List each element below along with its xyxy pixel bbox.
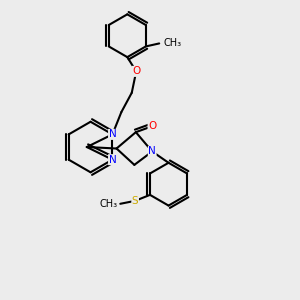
Text: N: N (109, 129, 116, 140)
Text: S: S (132, 196, 139, 206)
Text: O: O (132, 66, 140, 76)
Text: N: N (148, 146, 156, 157)
Text: CH₃: CH₃ (164, 38, 182, 48)
Text: N: N (109, 155, 116, 165)
Text: CH₃: CH₃ (99, 199, 117, 209)
Text: O: O (148, 121, 156, 131)
